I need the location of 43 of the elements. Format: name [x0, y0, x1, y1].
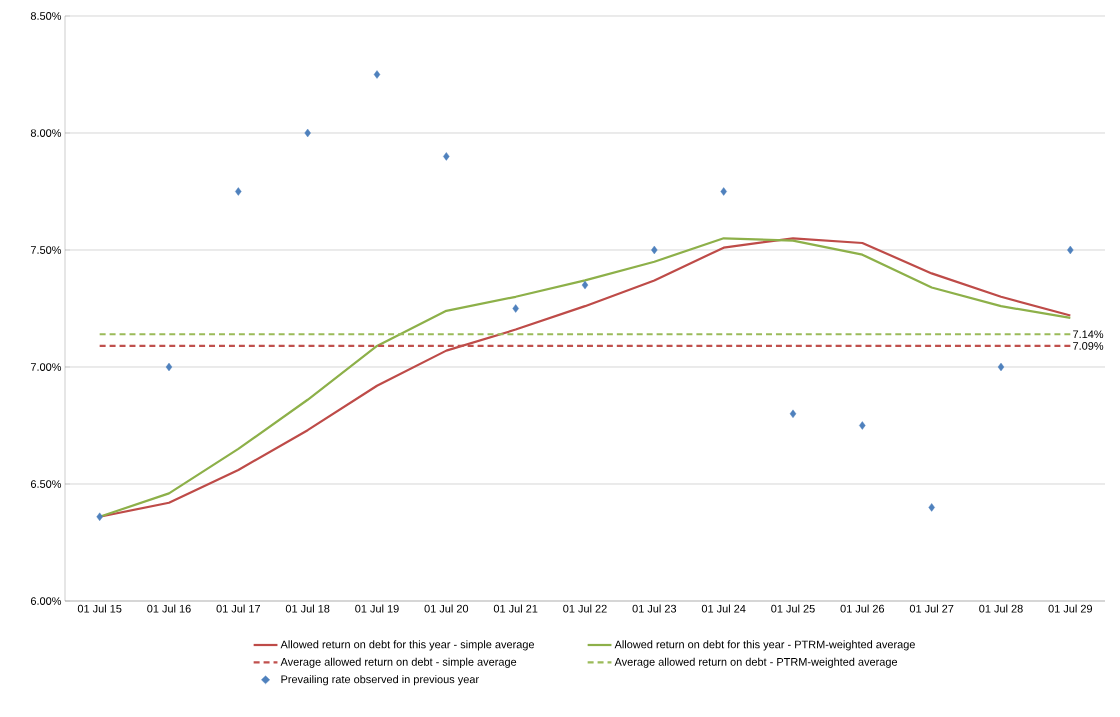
x-tick-label: 01 Jul 24	[701, 604, 746, 613]
x-tick-label: 01 Jul 28	[979, 604, 1023, 613]
x-tick-label: 01 Jul 26	[840, 604, 885, 613]
x-tick-label: 01 Jul 25	[771, 604, 815, 613]
point	[997, 362, 1005, 372]
y-tick-label: 8.50%	[30, 12, 62, 20]
point	[235, 187, 242, 196]
x-tick-label: 01 Jul 17	[216, 604, 261, 613]
point	[720, 187, 727, 196]
data-label: 7.09%	[1073, 342, 1104, 350]
x-tick-label: 01 Jul 18	[285, 604, 330, 613]
x-tick-label: 01 Jul 15	[77, 604, 122, 613]
y-tick-label: 7.00%	[30, 363, 62, 371]
y-tick-label: 7.50%	[30, 246, 62, 254]
legend-label: Average allowed return on debt - PTRM-weighted average	[614, 657, 898, 668]
x-tick-label: 01 Jul 29	[1048, 604, 1093, 613]
point	[581, 280, 589, 290]
y-tick-label: 6.50%	[30, 480, 62, 488]
y-tick-label: 8.00%	[30, 129, 62, 137]
point	[443, 152, 450, 161]
point	[789, 409, 797, 418]
point	[304, 128, 311, 138]
point	[512, 304, 519, 313]
point	[96, 512, 103, 521]
x-tick-label: 01 Jul 20	[424, 604, 469, 613]
x-tick-label: 01 Jul 23	[632, 604, 677, 613]
legend-label: Prevailing rate observed in previous year	[281, 675, 479, 686]
x-tick-label: 01 Jul 19	[355, 604, 399, 613]
legend-label: Allowed return on debt for this year - simple average	[280, 640, 535, 651]
point	[373, 70, 381, 79]
x-tick-label: 01 Jul 21	[493, 604, 538, 613]
legend-label: Allowed return on debt for this year - PTRM-weighted average	[614, 640, 915, 651]
point	[651, 245, 658, 255]
point	[1067, 245, 1074, 255]
point	[165, 362, 173, 372]
x-tick-label: 01 Jul 16	[147, 604, 191, 613]
legend-label: Average allowed return on debt - simple average	[280, 657, 517, 668]
x-tick-label: 01 Jul 22	[563, 604, 607, 613]
y-tick-label: 6.00%	[30, 597, 62, 605]
point	[928, 503, 935, 512]
point	[859, 421, 866, 430]
x-tick-label: 01 Jul 27	[909, 604, 954, 613]
data-label: 7.14%	[1073, 330, 1104, 339]
